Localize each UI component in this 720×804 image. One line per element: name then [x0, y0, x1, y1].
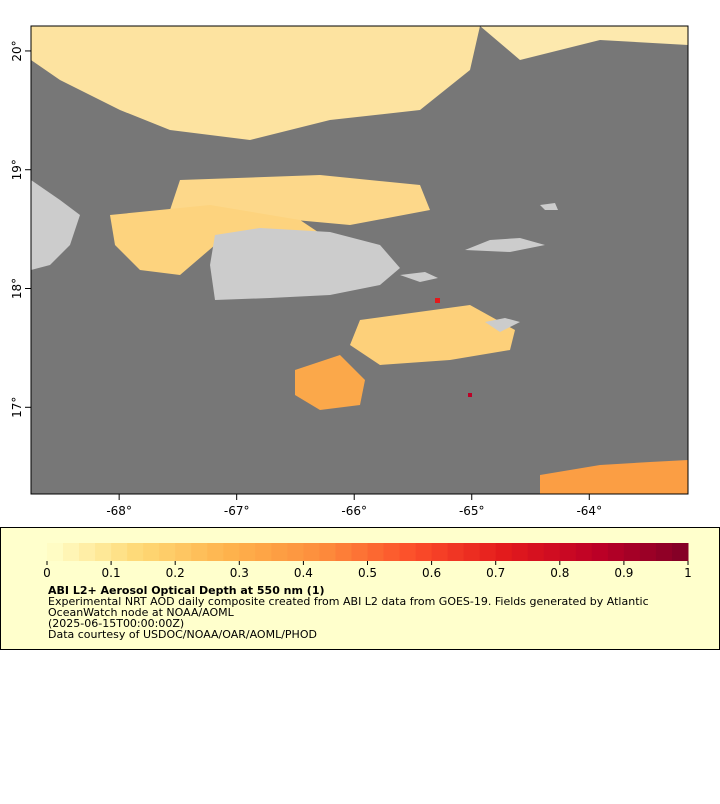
x-tick-label: -64° — [576, 504, 602, 518]
y-tick-label: 18° — [10, 278, 24, 299]
colorbar-step — [351, 543, 368, 561]
colorbar-step — [95, 543, 112, 561]
colorbar-step — [415, 543, 433, 561]
colorbar-step — [207, 543, 224, 561]
x-tick-label: -65° — [459, 504, 485, 518]
island — [540, 203, 558, 210]
colorbar-tick-label: 0.1 — [102, 566, 121, 580]
y-tick-label: 19° — [10, 159, 24, 180]
colorbar-step — [175, 543, 192, 561]
colorbar-tick-label: 0 — [43, 566, 51, 580]
y-tick-label: 17° — [10, 397, 24, 418]
colorbar-step — [303, 543, 320, 561]
colorbar-step — [255, 543, 272, 561]
colorbar-step — [463, 543, 481, 561]
virgin-islands — [465, 238, 545, 252]
legend-line: (2025-06-15T00:00:00Z) — [48, 617, 184, 630]
x-tick-label: -66° — [341, 504, 367, 518]
map-frame — [30, 25, 689, 495]
colorbar-tick-label: 1 — [684, 566, 692, 580]
colorbar-tick-label: 0.8 — [550, 566, 569, 580]
colorbar-step — [335, 543, 352, 561]
colorbar-step — [271, 543, 288, 561]
colorbar-tick-label: 0.9 — [614, 566, 633, 580]
colorbar-step — [431, 543, 449, 561]
colorbar-tick-label: 0.6 — [422, 566, 441, 580]
colorbar-step — [559, 543, 577, 561]
legend-line: Data courtesy of USDOC/NOAA/OAR/AOML/PHO… — [48, 628, 317, 641]
colorbar-step — [79, 543, 96, 561]
colorbar-step — [399, 543, 417, 561]
colorbar-step — [447, 543, 465, 561]
aod-patch — [350, 305, 515, 365]
aod-patch — [540, 460, 688, 494]
aod-pixel — [468, 393, 472, 397]
colorbar-step — [367, 543, 385, 561]
colorbar-step — [575, 543, 593, 561]
legend-line: Experimental NRT AOD daily composite cre… — [48, 595, 649, 608]
x-tick-label: -67° — [224, 504, 250, 518]
colorbar-tick-label: 0.4 — [294, 566, 313, 580]
colorbar-step — [287, 543, 304, 561]
y-tick-label: 20° — [10, 40, 24, 61]
hispaniola — [31, 180, 80, 270]
colorbar-step — [527, 543, 545, 561]
colorbar-step — [543, 543, 561, 561]
colorbar-step — [607, 543, 625, 561]
colorbar-step — [319, 543, 336, 561]
colorbar-step — [127, 543, 144, 561]
aerosol-field — [31, 26, 688, 494]
colorbar-step — [111, 543, 128, 561]
aod-patch — [480, 26, 688, 60]
colorbar-step — [623, 543, 641, 561]
aod-pixel — [435, 298, 440, 303]
colorbar-tick-label: 0.3 — [230, 566, 249, 580]
st-croix — [485, 318, 520, 332]
colorbar-step — [223, 543, 240, 561]
colorbar-step — [47, 543, 64, 561]
colorbar-step — [159, 543, 176, 561]
colorbar-step — [191, 543, 208, 561]
colorbar-step — [655, 543, 673, 561]
colorbar-step — [495, 543, 513, 561]
colorbar-step — [479, 543, 497, 561]
colorbar-step — [591, 543, 609, 561]
island — [400, 272, 438, 282]
puerto-rico — [210, 228, 400, 300]
colorbar-step — [63, 543, 80, 561]
legend-line: OceanWatch node at NOAA/AOML — [48, 606, 235, 619]
aod-patch — [31, 26, 480, 140]
colorbar-tick-label: 0.7 — [486, 566, 505, 580]
colorbar-step — [511, 543, 529, 561]
colorbar-tick-label: 0.5 — [358, 566, 377, 580]
colorbar-step — [239, 543, 256, 561]
colorbar-step — [383, 543, 401, 561]
aod-patch — [295, 355, 365, 410]
x-tick-label: -68° — [106, 504, 132, 518]
colorbar-step — [671, 543, 689, 561]
land — [31, 180, 558, 332]
colorbar-tick-label: 0.2 — [166, 566, 185, 580]
colorbar-step — [143, 543, 160, 561]
colorbar-step — [639, 543, 657, 561]
legend-title: ABI L2+ Aerosol Optical Depth at 550 nm … — [48, 584, 325, 597]
